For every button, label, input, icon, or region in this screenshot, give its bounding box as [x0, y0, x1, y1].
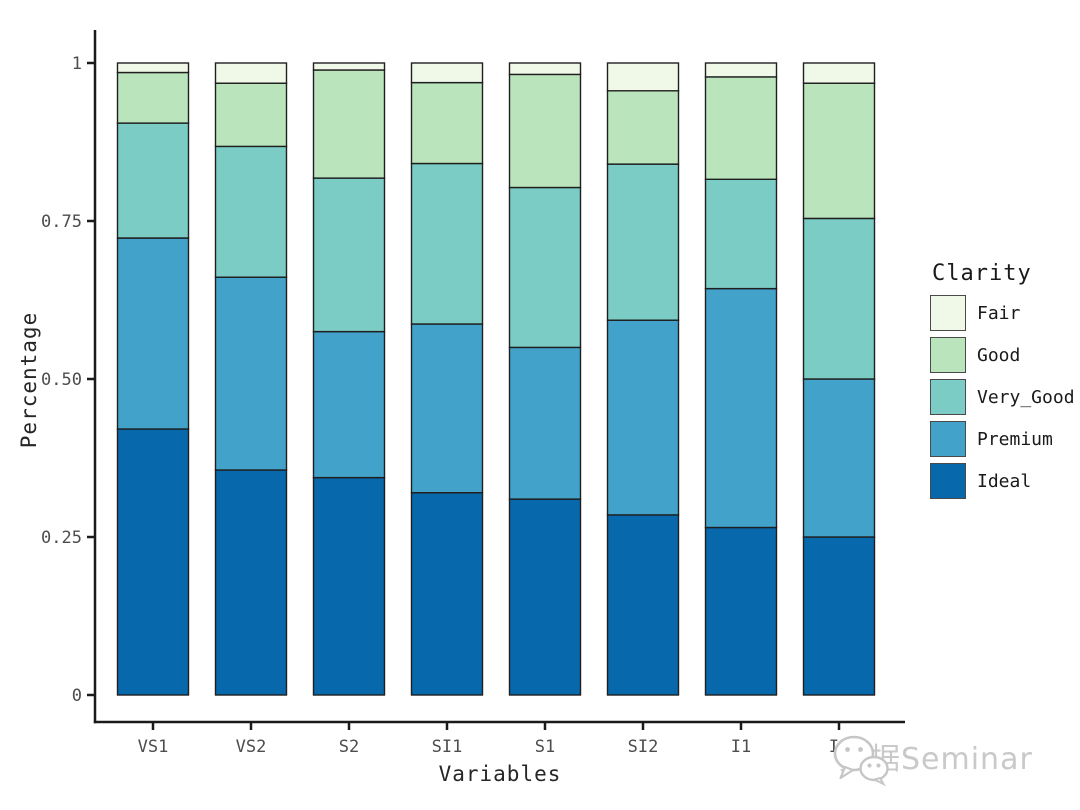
- wechat-icon: [833, 735, 889, 786]
- bar-segment-I1-Ideal: [704, 526, 778, 696]
- x-tick-label: VS2: [236, 737, 267, 757]
- x-tick-label: I1: [731, 737, 751, 757]
- bar-segment-I1-Fair: [704, 62, 778, 78]
- bar-segment-VS1-Fair: [116, 62, 190, 74]
- bar-segment-IF-Premium: [802, 378, 876, 538]
- bar-segment-IF-Good: [802, 82, 876, 220]
- bar-segment-SI1-Very_Good: [410, 162, 484, 325]
- y-tick-label: 0.25: [41, 528, 82, 548]
- y-axis-title: Percentage: [17, 311, 41, 449]
- bar-segment-SI2-Premium: [606, 319, 680, 516]
- legend-item-Fair: Fair: [930, 295, 1075, 331]
- bar-segment-SI1-Fair: [410, 62, 484, 84]
- bar-segment-S2-Premium: [312, 330, 386, 479]
- legend-label: Very_Good: [977, 386, 1075, 408]
- legend-item-Ideal: Ideal: [930, 463, 1075, 499]
- bar-segment-I1-Very_Good: [704, 178, 778, 290]
- legend-label: Ideal: [977, 470, 1032, 492]
- y-tick-label: 0: [72, 686, 82, 706]
- bar-segment-VS1-Ideal: [116, 428, 190, 696]
- x-axis-title: Variables: [438, 762, 562, 786]
- bar-segment-SI1-Good: [410, 81, 484, 165]
- bar-segment-VS2-Ideal: [214, 469, 288, 696]
- x-tick-label: SI1: [432, 737, 463, 757]
- bar-segment-S2-Very_Good: [312, 177, 386, 333]
- legend-item-Good: Good: [930, 337, 1075, 373]
- bar-segment-VS2-Premium: [214, 276, 288, 471]
- legend-swatch-Premium: [930, 421, 966, 457]
- bar-segment-I1-Premium: [704, 287, 778, 529]
- legend: Clarity Fair Good Very_Good Premium Ideal: [930, 261, 1075, 505]
- legend-items: Fair Good Very_Good Premium Ideal: [930, 295, 1075, 499]
- bar-segment-S2-Ideal: [312, 476, 386, 696]
- bar-segment-VS2-Fair: [214, 62, 288, 84]
- legend-swatch-Ideal: [930, 463, 966, 499]
- bar-segment-SI1-Ideal: [410, 492, 484, 696]
- x-tick-label: VS1: [138, 737, 169, 757]
- legend-swatch-Very_Good: [930, 379, 966, 415]
- legend-label: Fair: [977, 302, 1021, 324]
- bar-segment-S1-Very_Good: [508, 186, 582, 349]
- y-tick-label: 0.75: [41, 212, 82, 232]
- bar-segment-S1-Ideal: [508, 498, 582, 696]
- bar-segment-S1-Premium: [508, 346, 582, 500]
- legend-swatch-Good: [930, 337, 966, 373]
- bar-segment-VS2-Good: [214, 82, 288, 148]
- bar-segment-SI2-Good: [606, 90, 680, 165]
- bar-segment-S2-Fair: [312, 62, 386, 71]
- bar-segment-VS1-Good: [116, 71, 190, 124]
- bar-segment-SI2-Very_Good: [606, 163, 680, 321]
- legend-label: Premium: [977, 428, 1053, 450]
- bar-segment-SI2-Fair: [606, 62, 680, 92]
- bar-segment-VS1-Premium: [116, 237, 190, 430]
- bar-segment-VS1-Very_Good: [116, 122, 190, 239]
- bar-segment-IF-Ideal: [802, 536, 876, 696]
- bar-segment-IF-Very_Good: [802, 217, 876, 380]
- y-tick-label: 1: [72, 54, 82, 74]
- x-tick-label: S1: [535, 737, 555, 757]
- x-tick-label: SI2: [628, 737, 659, 757]
- bar-segment-I1-Good: [704, 76, 778, 181]
- bar-segment-SI2-Ideal: [606, 514, 680, 696]
- legend-item-Premium: Premium: [930, 421, 1075, 457]
- x-tick-label: S2: [339, 737, 359, 757]
- bar-segment-S2-Good: [312, 69, 386, 179]
- bar-segment-S1-Fair: [508, 62, 582, 76]
- watermark: 数据Seminar: [833, 734, 1033, 786]
- bar-segment-VS2-Very_Good: [214, 145, 288, 278]
- legend-item-Very_Good: Very_Good: [930, 379, 1075, 415]
- bar-segment-IF-Fair: [802, 62, 876, 84]
- legend-title: Clarity: [932, 261, 1032, 286]
- y-tick-label: 0.50: [41, 370, 82, 390]
- legend-label: Good: [977, 344, 1021, 366]
- bar-segment-SI1-Premium: [410, 323, 484, 494]
- legend-swatch-Fair: [930, 295, 966, 331]
- bar-segment-S1-Good: [508, 73, 582, 189]
